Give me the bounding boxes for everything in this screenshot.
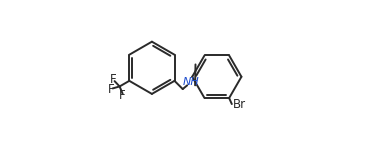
Text: F: F [119, 89, 125, 102]
Text: NH: NH [182, 77, 199, 87]
Text: Br: Br [233, 98, 246, 111]
Text: F: F [108, 83, 114, 96]
Text: F: F [110, 73, 116, 86]
